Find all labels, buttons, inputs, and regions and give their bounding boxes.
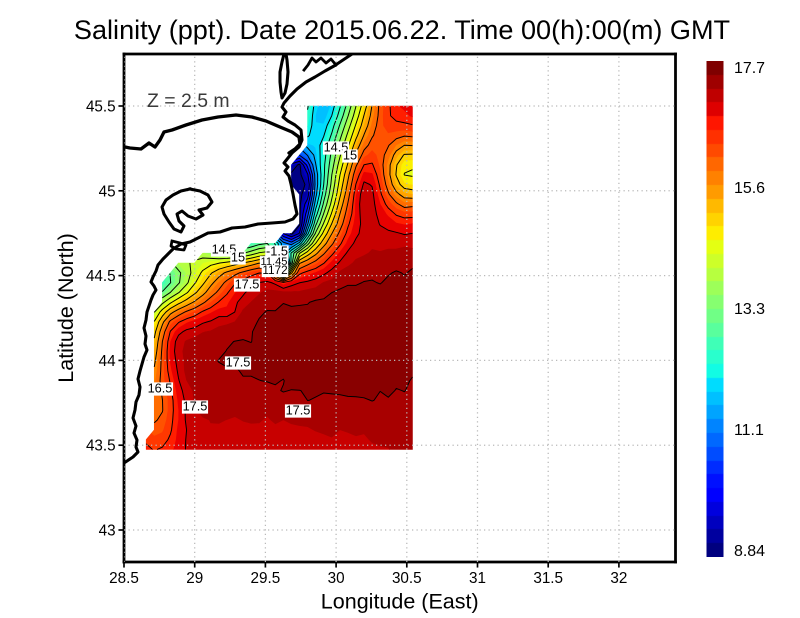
svg-text:Longitude (East): Longitude (East): [321, 590, 479, 614]
svg-text:43.5: 43.5: [86, 438, 116, 455]
svg-text:30.5: 30.5: [392, 570, 422, 587]
svg-text:29.5: 29.5: [251, 570, 281, 587]
svg-text:-1.5: -1.5: [266, 243, 288, 258]
svg-text:28.5: 28.5: [109, 570, 139, 587]
svg-text:17.7: 17.7: [734, 60, 765, 77]
svg-text:43: 43: [99, 523, 116, 540]
svg-text:Z = 2.5 m: Z = 2.5 m: [147, 90, 230, 112]
svg-text:15: 15: [231, 249, 245, 264]
svg-text:Salinity (ppt). Date 2015.06.2: Salinity (ppt). Date 2015.06.22. Time 00…: [74, 14, 730, 45]
svg-text:44.5: 44.5: [86, 268, 116, 285]
svg-text:Latitude (North): Latitude (North): [54, 233, 78, 383]
svg-text:44: 44: [99, 353, 116, 370]
svg-text:8.84: 8.84: [734, 543, 765, 560]
svg-text:11.45: 11.45: [261, 256, 288, 268]
svg-text:17.5: 17.5: [286, 402, 311, 417]
svg-text:29: 29: [186, 570, 203, 587]
svg-text:31.5: 31.5: [533, 570, 563, 587]
svg-text:16.5: 16.5: [148, 380, 173, 395]
svg-text:14.5: 14.5: [212, 241, 237, 256]
svg-text:15: 15: [343, 147, 357, 162]
svg-text:45: 45: [99, 183, 116, 200]
svg-text:31: 31: [469, 570, 486, 587]
svg-text:15.6: 15.6: [734, 180, 765, 197]
svg-text:11.1: 11.1: [734, 422, 764, 439]
svg-text:32: 32: [610, 570, 627, 587]
svg-text:30: 30: [328, 570, 345, 587]
svg-text:14.5: 14.5: [324, 139, 349, 154]
svg-text:45.5: 45.5: [86, 99, 116, 116]
svg-text:1172: 1172: [262, 263, 287, 277]
svg-text:17.5: 17.5: [235, 276, 260, 291]
svg-text:17.5: 17.5: [183, 398, 208, 413]
svg-text:17.5: 17.5: [226, 354, 251, 369]
svg-text:13.3: 13.3: [734, 301, 765, 318]
